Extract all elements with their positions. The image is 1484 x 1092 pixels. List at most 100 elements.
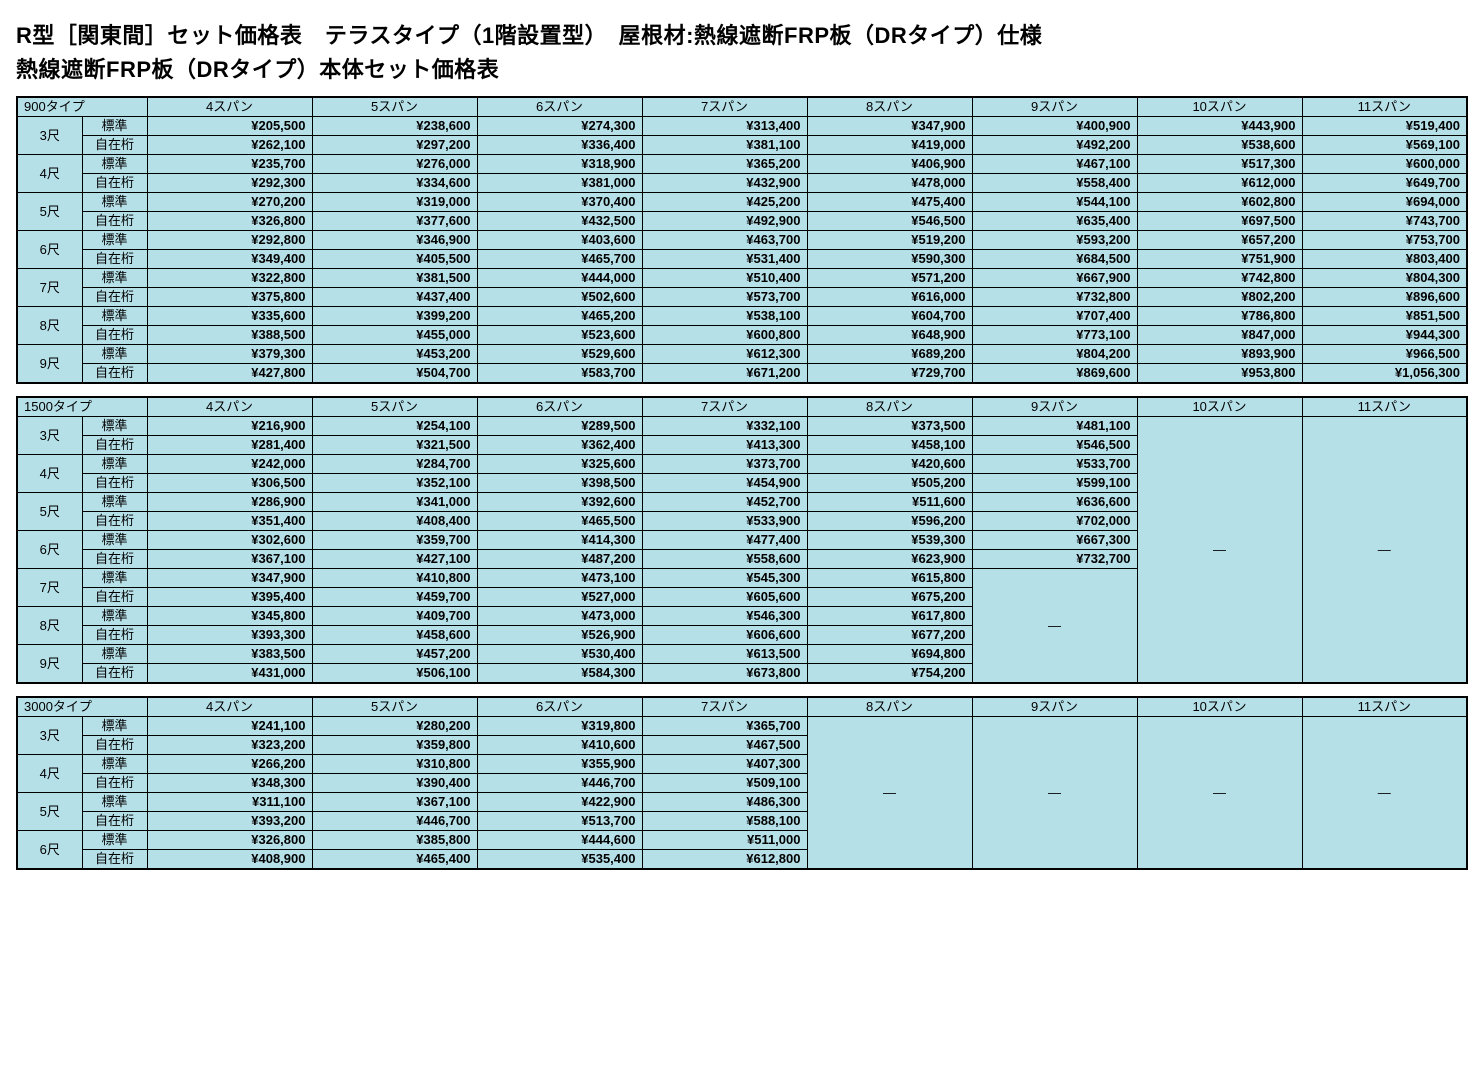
price-cell: ¥289,500 [477, 417, 642, 436]
price-cell: ¥535,400 [477, 850, 642, 870]
price-cell: ¥325,600 [477, 455, 642, 474]
price-cell: ¥869,600 [972, 364, 1137, 384]
price-cell: ¥351,400 [147, 512, 312, 531]
column-header: 4スパン [147, 397, 312, 417]
price-cell: ¥388,500 [147, 326, 312, 345]
size-label: 7尺 [17, 569, 82, 607]
price-cell: ¥465,500 [477, 512, 642, 531]
price-cell: ¥538,100 [642, 307, 807, 326]
price-cell: ¥405,500 [312, 250, 477, 269]
price-cell: ¥803,400 [1302, 250, 1467, 269]
price-cell: ¥349,400 [147, 250, 312, 269]
price-cell: ¥335,600 [147, 307, 312, 326]
price-cell: ¥505,200 [807, 474, 972, 493]
column-header: 6スパン [477, 397, 642, 417]
price-cell: ¥334,600 [312, 174, 477, 193]
price-cell: ¥446,700 [477, 774, 642, 793]
price-cell: ¥281,400 [147, 436, 312, 455]
price-cell: ¥379,300 [147, 345, 312, 364]
price-cell: ¥400,900 [972, 117, 1137, 136]
subtype-label: 標準 [82, 455, 147, 474]
price-cell: ¥381,500 [312, 269, 477, 288]
price-cell: ¥403,600 [477, 231, 642, 250]
empty-cell: ― [1137, 417, 1302, 684]
type-label: 3000タイプ [17, 697, 147, 717]
price-table: 900タイプ4スパン5スパン6スパン7スパン8スパン9スパン10スパン11スパン… [16, 96, 1468, 384]
subtype-label: 自在桁 [82, 626, 147, 645]
price-cell: ¥786,800 [1137, 307, 1302, 326]
price-cell: ¥292,300 [147, 174, 312, 193]
size-label: 7尺 [17, 269, 82, 307]
price-cell: ¥558,400 [972, 174, 1137, 193]
size-label: 5尺 [17, 493, 82, 531]
column-header: 10スパン [1137, 397, 1302, 417]
subtype-label: 自在桁 [82, 212, 147, 231]
price-cell: ¥526,900 [477, 626, 642, 645]
price-cell: ¥385,800 [312, 831, 477, 850]
size-label: 6尺 [17, 831, 82, 870]
column-header: 8スパン [807, 697, 972, 717]
price-cell: ¥347,900 [147, 569, 312, 588]
empty-cell: ― [807, 717, 972, 870]
size-label: 3尺 [17, 717, 82, 755]
size-label: 4尺 [17, 455, 82, 493]
price-cell: ¥593,200 [972, 231, 1137, 250]
price-cell: ¥569,100 [1302, 136, 1467, 155]
price-cell: ¥584,300 [477, 664, 642, 684]
price-cell: ¥546,500 [972, 436, 1137, 455]
type-label: 1500タイプ [17, 397, 147, 417]
price-cell: ¥414,300 [477, 531, 642, 550]
price-cell: ¥458,100 [807, 436, 972, 455]
price-cell: ¥458,600 [312, 626, 477, 645]
column-header: 4スパン [147, 697, 312, 717]
price-cell: ¥573,700 [642, 288, 807, 307]
subtype-label: 自在桁 [82, 736, 147, 755]
price-cell: ¥473,000 [477, 607, 642, 626]
price-cell: ¥395,400 [147, 588, 312, 607]
price-cell: ¥648,900 [807, 326, 972, 345]
price-cell: ¥729,700 [807, 364, 972, 384]
price-cell: ¥381,000 [477, 174, 642, 193]
price-cell: ¥539,300 [807, 531, 972, 550]
price-cell: ¥205,500 [147, 117, 312, 136]
price-cell: ¥546,500 [807, 212, 972, 231]
price-cell: ¥454,900 [642, 474, 807, 493]
price-cell: ¥599,100 [972, 474, 1137, 493]
price-cell: ¥707,400 [972, 307, 1137, 326]
price-cell: ¥444,600 [477, 831, 642, 850]
price-cell: ¥270,200 [147, 193, 312, 212]
subtype-label: 自在桁 [82, 512, 147, 531]
price-cell: ¥694,000 [1302, 193, 1467, 212]
column-header: 5スパン [312, 397, 477, 417]
price-cell: ¥465,200 [477, 307, 642, 326]
column-header: 6スパン [477, 697, 642, 717]
price-cell: ¥348,300 [147, 774, 312, 793]
price-cell: ¥274,300 [477, 117, 642, 136]
price-cell: ¥392,600 [477, 493, 642, 512]
empty-cell: ― [1302, 717, 1467, 870]
price-cell: ¥322,800 [147, 269, 312, 288]
size-label: 4尺 [17, 155, 82, 193]
price-cell: ¥352,100 [312, 474, 477, 493]
price-cell: ¥612,300 [642, 345, 807, 364]
price-cell: ¥463,700 [642, 231, 807, 250]
price-cell: ¥280,200 [312, 717, 477, 736]
price-cell: ¥284,700 [312, 455, 477, 474]
price-cell: ¥847,000 [1137, 326, 1302, 345]
price-cell: ¥377,600 [312, 212, 477, 231]
price-cell: ¥604,700 [807, 307, 972, 326]
price-cell: ¥238,600 [312, 117, 477, 136]
price-cell: ¥546,300 [642, 607, 807, 626]
column-header: 9スパン [972, 97, 1137, 117]
price-cell: ¥953,800 [1137, 364, 1302, 384]
price-cell: ¥235,700 [147, 155, 312, 174]
price-cell: ¥623,900 [807, 550, 972, 569]
price-cell: ¥393,200 [147, 812, 312, 831]
price-cell: ¥511,600 [807, 493, 972, 512]
price-cell: ¥538,600 [1137, 136, 1302, 155]
size-label: 9尺 [17, 345, 82, 384]
price-cell: ¥381,100 [642, 136, 807, 155]
price-cell: ¥754,200 [807, 664, 972, 684]
price-cell: ¥893,900 [1137, 345, 1302, 364]
price-cell: ¥410,600 [477, 736, 642, 755]
